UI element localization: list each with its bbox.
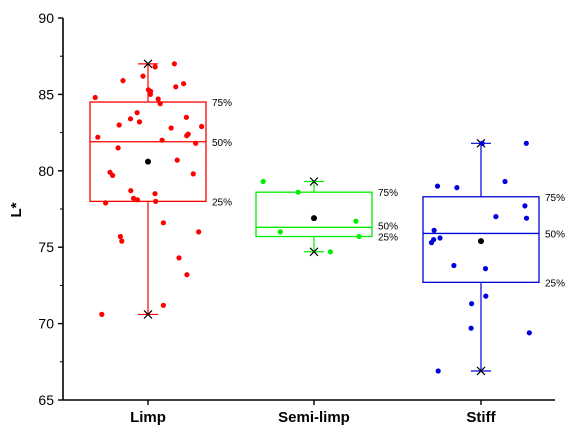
- y-axis-title: L*: [8, 202, 25, 217]
- limp-data-point: [92, 94, 98, 101]
- limp-data-point: [193, 140, 199, 146]
- stiff-data-point: [493, 214, 499, 220]
- limp-data-point: [174, 157, 180, 163]
- x-category-label-semi-limp: Semi-limp: [278, 409, 350, 426]
- limp-data-point: [153, 198, 159, 204]
- limp-data-point: [110, 172, 116, 178]
- semi-limp-label-50: 50%: [378, 222, 398, 233]
- limp-data-point: [95, 134, 101, 140]
- limp-data-point: [152, 191, 158, 197]
- limp-data-point: [168, 125, 174, 131]
- limp-data-point: [103, 200, 109, 206]
- stiff-data-point: [482, 266, 489, 272]
- semi-limp-max-marker: [309, 177, 319, 186]
- y-tick-label-85: 85: [38, 86, 54, 102]
- x-category-label-stiff: Stiff: [466, 409, 496, 426]
- limp-data-point: [120, 78, 126, 84]
- semi-limp-data-point: [295, 189, 301, 195]
- y-tick-label-80: 80: [38, 163, 54, 179]
- semi-limp-data-point: [356, 233, 362, 240]
- limp-data-point: [140, 73, 146, 79]
- limp-box: [89, 101, 207, 203]
- stiff-data-point: [483, 293, 489, 299]
- limp-data-point: [128, 188, 134, 194]
- semi-limp-data-point: [277, 229, 283, 235]
- stiff-data-point: [522, 203, 528, 209]
- stiff-data-point: [437, 235, 443, 241]
- limp-mean-point: [145, 158, 151, 165]
- stiff-data-point: [479, 140, 485, 146]
- limp-data-point: [117, 233, 123, 240]
- limp-data-point: [173, 84, 179, 90]
- limp-data-point: [160, 220, 166, 226]
- semi-limp-data-point: [327, 249, 333, 255]
- semi-limp-label-25: 25%: [378, 233, 398, 244]
- stiff-data-point: [526, 330, 532, 336]
- limp-data-point: [116, 122, 122, 128]
- stiff-data-point: [434, 183, 441, 189]
- semi-limp-data-point: [353, 218, 359, 224]
- limp-data-point: [181, 81, 187, 87]
- limp-max-marker: [143, 59, 153, 69]
- limp-data-point: [159, 137, 165, 143]
- limp-data-point: [199, 123, 205, 130]
- y-tick-label-90: 90: [38, 10, 54, 26]
- stiff-mean-point: [478, 238, 484, 245]
- limp-data-point: [176, 255, 182, 261]
- y-tick-label-65: 65: [38, 392, 54, 408]
- stiff-data-point: [502, 178, 508, 185]
- y-tick-label-70: 70: [38, 316, 54, 332]
- stiff-data-point: [431, 227, 437, 233]
- limp-data-point: [171, 61, 177, 67]
- limp-data-point: [184, 272, 190, 278]
- limp-data-point: [127, 116, 134, 122]
- stiff-min-marker: [476, 366, 486, 376]
- stiff-data-point: [523, 215, 530, 221]
- limp-data-point: [134, 110, 140, 116]
- stiff-box: [422, 196, 540, 283]
- limp-data-point: [160, 302, 166, 308]
- semi-limp-data-point: [260, 178, 266, 185]
- stiff-data-point: [451, 262, 457, 269]
- limp-data-point: [134, 197, 141, 203]
- stiff-data-point: [435, 368, 441, 374]
- stiff-label-50: 50%: [545, 229, 565, 240]
- semi-limp-min-marker: [309, 247, 319, 257]
- limp-data-point: [130, 195, 137, 201]
- semi-limp-mean-point: [311, 215, 317, 222]
- limp-label-75: 75%: [212, 98, 232, 109]
- limp-min-marker: [143, 310, 153, 319]
- stiff-data-point: [428, 240, 435, 246]
- limp-data-point: [155, 96, 161, 102]
- limp-data-point: [190, 171, 196, 177]
- limp-label-50: 50%: [212, 138, 232, 149]
- stiff-data-point: [468, 325, 474, 331]
- limp-data-point: [157, 101, 163, 107]
- semi-limp-label-75: 75%: [378, 188, 398, 199]
- limp-data-point: [152, 64, 158, 70]
- x-category-label-limp: Limp: [130, 409, 166, 426]
- y-tick-label-75: 75: [38, 239, 54, 255]
- stiff-data-point: [523, 140, 529, 146]
- limp-data-point: [196, 229, 202, 235]
- stiff-label-25: 25%: [545, 278, 565, 289]
- limp-data-point: [119, 238, 125, 244]
- limp-data-point: [99, 311, 105, 317]
- limp-data-point: [183, 114, 189, 120]
- stiff-data-point: [454, 185, 460, 191]
- limp-data-point: [147, 91, 153, 97]
- stiff-data-point: [469, 301, 475, 307]
- limp-label-25: 25%: [212, 197, 232, 208]
- limp-data-point: [136, 119, 143, 125]
- semi-limp-box: [255, 191, 373, 238]
- limp-data-point: [184, 133, 190, 139]
- stiff-label-75: 75%: [545, 193, 565, 204]
- limp-data-point: [115, 145, 121, 151]
